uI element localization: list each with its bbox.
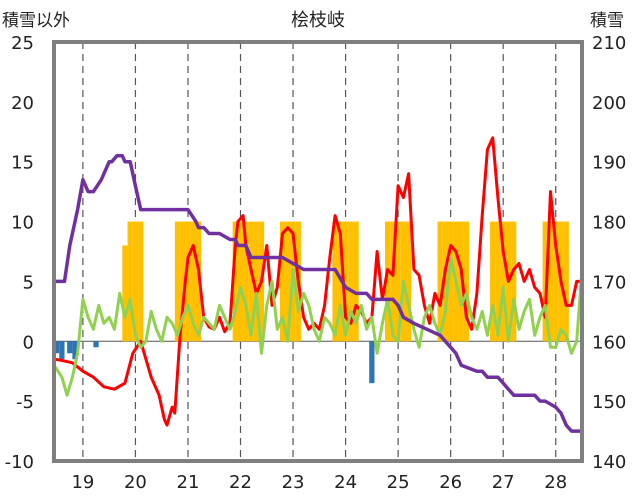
bar-3-22 [348, 221, 354, 342]
bar-3-24 [384, 221, 391, 342]
right-tick-label: 190 [592, 153, 626, 174]
bar-3-29 [437, 221, 443, 342]
bar-3-13 [253, 221, 259, 342]
left-tick-label: 10 [11, 213, 34, 234]
bar-3-11 [243, 221, 249, 342]
bar-4-5 [369, 341, 375, 384]
x-tick-label: 25 [387, 472, 410, 493]
bar-4-3 [72, 341, 78, 360]
right-axis-label: 積雪 [590, 11, 624, 31]
right-tick-label: 150 [592, 392, 626, 413]
x-tick-label: 22 [229, 472, 252, 493]
bar-3-41 [547, 221, 554, 342]
bar-3-12 [248, 221, 254, 342]
bar-3-39 [511, 221, 517, 342]
left-tick-label: 25 [11, 33, 34, 54]
chart-title: 桧枝岐 [291, 10, 345, 31]
bar-3-34 [463, 221, 470, 342]
bar-3-19 [332, 221, 338, 342]
right-tick-label: 160 [592, 332, 626, 353]
bar-3-23 [353, 221, 359, 342]
series-line-0 [53, 136, 582, 427]
bar-3-3 [138, 221, 144, 342]
right-tick-label: 200 [592, 93, 626, 114]
right-tick-label: 140 [592, 452, 626, 473]
right-tick-label: 210 [592, 33, 626, 54]
bar-3-42 [553, 221, 559, 342]
x-tick-label: 26 [439, 472, 462, 493]
bar-3-31 [448, 221, 454, 342]
left-axis-label: 積雪以外 [2, 11, 70, 31]
series-line-1 [52, 256, 584, 397]
x-tick-label: 21 [177, 472, 200, 493]
bar-3-15 [279, 221, 286, 342]
right-tick-label: 180 [592, 213, 626, 234]
bar-3-4 [174, 221, 181, 342]
x-tick-label: 27 [492, 472, 515, 493]
bar-3-36 [495, 221, 501, 342]
bar-3-2 [132, 221, 139, 342]
x-tick-label: 28 [544, 472, 567, 493]
left-tick-label: 0 [23, 332, 34, 353]
x-tick-label: 19 [71, 472, 94, 493]
right-tick-label: 170 [592, 272, 626, 293]
bar-3-10 [237, 221, 244, 342]
bar-4-2 [67, 341, 73, 354]
left-tick-label: -5 [16, 392, 34, 413]
left-tick-label: 5 [23, 272, 34, 293]
x-tick-label: 23 [282, 472, 305, 493]
x-tick-label: 20 [124, 472, 147, 493]
bar-3-7 [190, 221, 196, 342]
left-tick-label: -10 [5, 452, 34, 473]
series-lines [52, 136, 584, 433]
bar-3-28 [406, 221, 412, 342]
bar-3-6 [185, 221, 191, 342]
bar-3-25 [390, 221, 396, 342]
bar-3-30 [442, 221, 449, 342]
plot-frame [52, 40, 584, 463]
bar-3-35 [490, 221, 496, 342]
bar-4-1 [59, 341, 65, 360]
bar-3-1 [127, 221, 133, 342]
bar-3-9 [232, 221, 238, 342]
axis-ticks: 25 20 15 10 5 0 -5 -10 210 200 190 180 170 160 150 140 1… [5, 33, 627, 493]
bar-3-21 [342, 221, 349, 342]
bar-3-5 [180, 221, 186, 342]
bar-3-37 [500, 221, 506, 342]
series-line-2 [54, 153, 582, 433]
left-tick-label: 20 [11, 93, 34, 114]
left-tick-label: 15 [11, 153, 34, 174]
x-tick-label: 24 [334, 472, 357, 493]
bar-3-44 [563, 221, 569, 342]
bar-3-16 [285, 221, 291, 342]
bar-4-0 [54, 341, 60, 354]
bar-3-0 [122, 245, 128, 342]
bar-4-4 [93, 341, 99, 348]
bar-3-26 [395, 221, 401, 342]
